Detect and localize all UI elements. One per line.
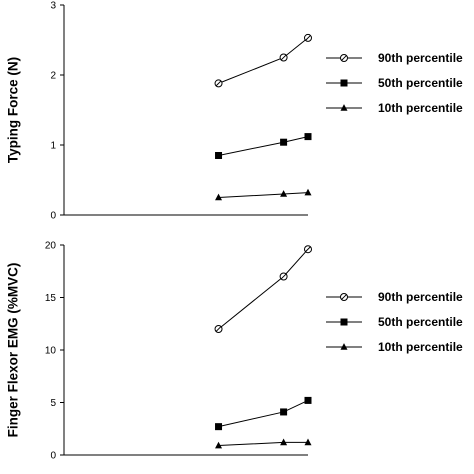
y-axis-label: Typing Force (N) [6, 57, 21, 163]
legend-label-90th-percentile: 90th percentile [378, 51, 463, 65]
legend-marker-90th-percentile [340, 293, 348, 301]
legend-label-50th-percentile: 50th percentile [378, 315, 463, 329]
y-tick-label-20: 20 [45, 241, 57, 252]
data-point-10th-percentile-1 [215, 441, 223, 449]
y-tick-label-0: 0 [50, 451, 56, 462]
legend-label-10th-percentile: 10th percentile [378, 340, 463, 354]
series-line-10th-percentile [218, 192, 309, 198]
y-tick-label-3: 3 [50, 1, 56, 12]
data-point-90th-percentile-1 [214, 325, 223, 333]
data-point-10th-percentile-2 [280, 438, 288, 446]
data-point-10th-percentile-3 [304, 438, 312, 446]
y-tick-label-15: 15 [45, 293, 57, 304]
data-point-10th-percentile-3 [304, 188, 312, 196]
legend-marker-50th-percentile [340, 318, 348, 326]
legend-marker-10th-percentile [340, 343, 348, 350]
legend-label-90th-percentile: 90th percentile [378, 290, 463, 304]
data-point-50th-percentile-3 [304, 133, 312, 141]
series-line-50th-percentile [218, 136, 309, 156]
data-point-10th-percentile-1 [215, 193, 223, 201]
data-point-10th-percentile-2 [280, 190, 288, 197]
y-tick-label-0: 0 [50, 211, 56, 222]
data-point-50th-percentile-3 [304, 396, 312, 404]
data-point-50th-percentile-1 [215, 423, 223, 431]
y-tick-label-1: 1 [50, 141, 56, 152]
y-tick-label-2: 2 [50, 71, 56, 82]
series-line-10th-percentile [218, 441, 308, 447]
legend-label-50th-percentile: 50th percentile [378, 76, 463, 90]
series-line-90th-percentile [218, 37, 309, 84]
data-point-90th-percentile-2 [279, 53, 288, 62]
legend-marker-10th-percentile [340, 104, 348, 111]
series-line-90th-percentile [218, 248, 309, 330]
data-point-50th-percentile-2 [280, 408, 288, 416]
data-point-90th-percentile-1 [214, 79, 223, 88]
series-line-50th-percentile [218, 399, 309, 428]
legend-marker-50th-percentile [340, 79, 348, 87]
y-axis-label: Finger Flexor EMG (%MVC) [6, 263, 21, 438]
data-point-90th-percentile-3 [304, 33, 312, 42]
y-tick-label-5: 5 [50, 398, 56, 409]
data-point-50th-percentile-1 [215, 152, 223, 159]
chart-panel-finger-flexor-emg: 0 5 10 15 20 Finger Flexor EMG (%MVC) 90th per… [6, 241, 463, 462]
y-tick-label-10: 10 [45, 346, 57, 357]
chart-panel-typing-force: 0 1 2 3 Typing Force (N) 90th percentile 50th … [6, 1, 463, 222]
data-point-50th-percentile-2 [280, 138, 288, 146]
data-point-90th-percentile-3 [304, 245, 312, 254]
data-point-90th-percentile-2 [279, 272, 288, 281]
legend-marker-90th-percentile [340, 54, 348, 62]
legend-label-10th-percentile: 10th percentile [378, 101, 463, 115]
